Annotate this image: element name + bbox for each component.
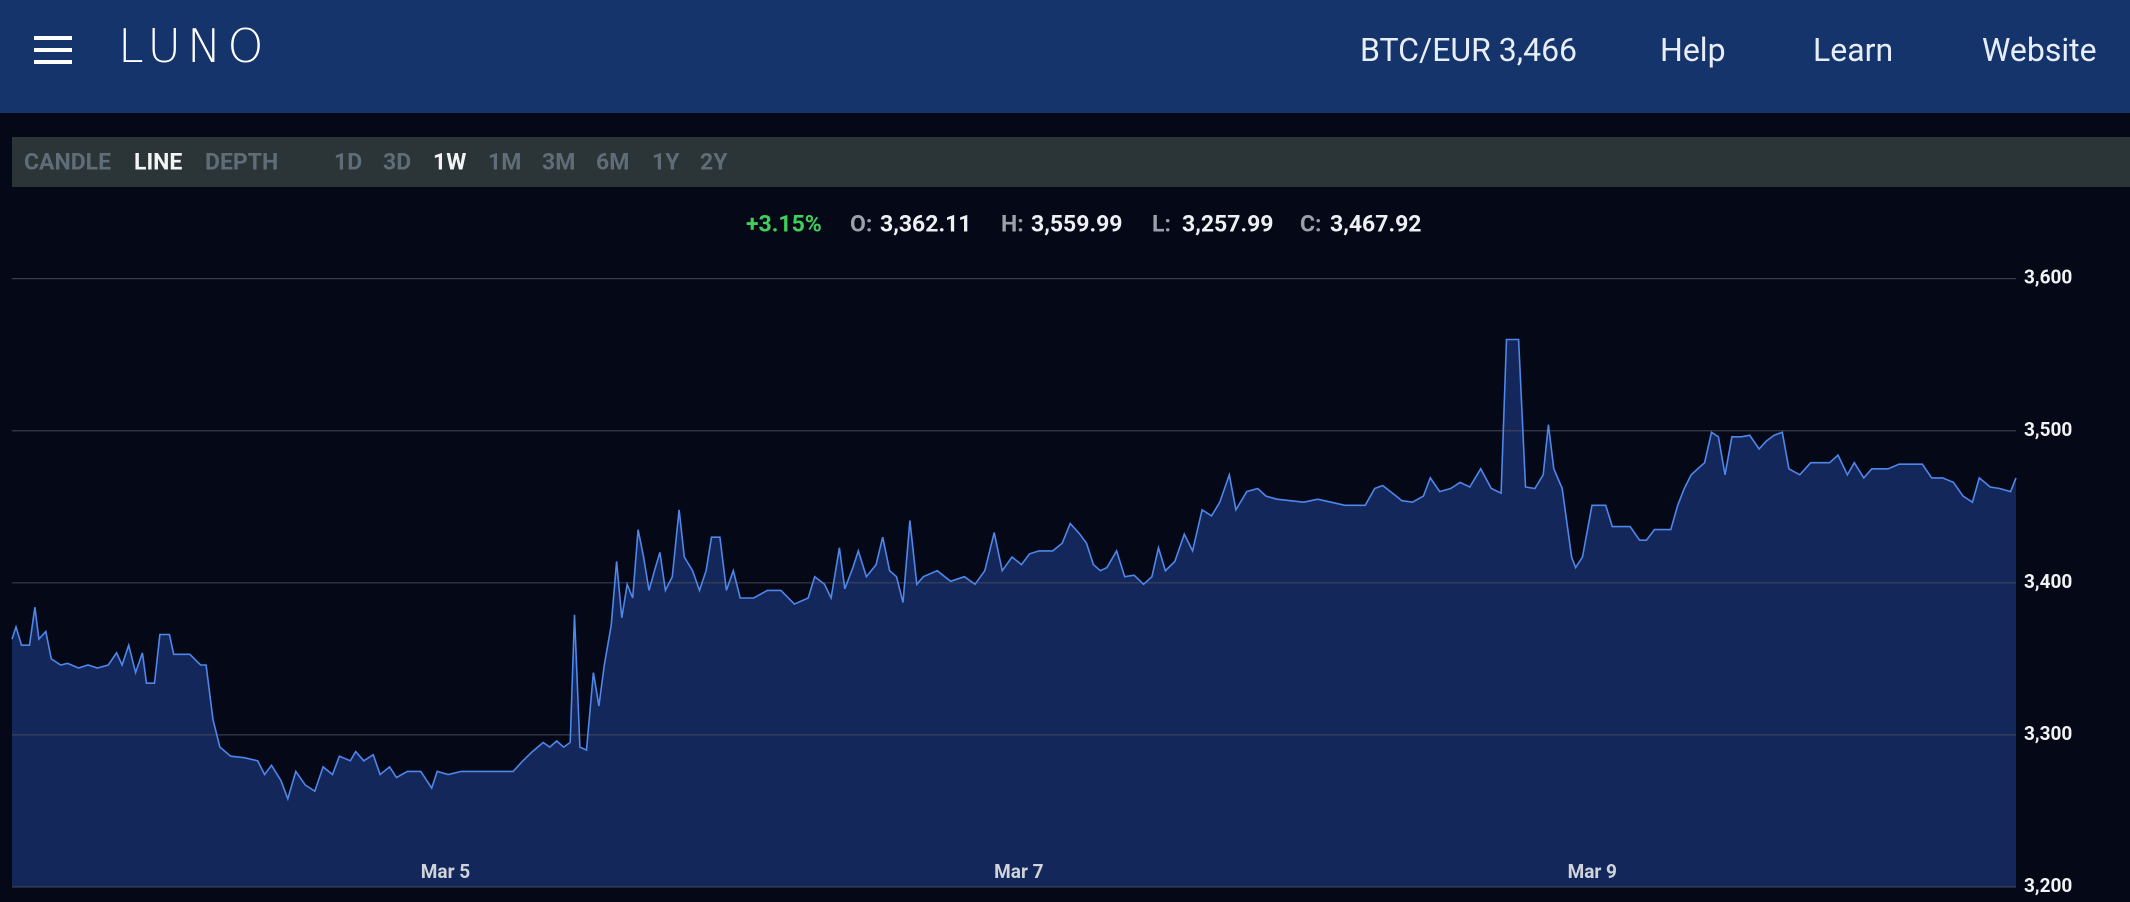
stat-value: 3,467.92 (1330, 210, 1422, 238)
stat-value: 3,362.11 (880, 210, 972, 238)
range-button[interactable]: 3D (383, 148, 412, 176)
range-button[interactable]: 6M (596, 148, 630, 176)
price-line (11, 338, 2017, 802)
y-tick-label: 3,400 (2024, 570, 2072, 593)
range-button[interactable]: 2Y (700, 148, 728, 176)
y-tick-label: 3,300 (2024, 722, 2072, 745)
range-button[interactable]: 1D (334, 148, 363, 176)
range-button[interactable]: 3M (542, 148, 576, 176)
range-button[interactable]: 1M (488, 148, 522, 176)
x-tick-label: Mar 9 (1568, 860, 1617, 883)
chart-type-button[interactable]: DEPTH (205, 148, 279, 176)
stat-label: C: (1300, 210, 1322, 238)
y-tick-label: 3,200 (2024, 874, 2072, 897)
stat-label: L: (1152, 210, 1171, 238)
range-button[interactable]: 1Y (652, 148, 680, 176)
x-tick-label: Mar 7 (994, 860, 1043, 883)
toolbar: CANDLE LINE DEPTH 1D 3D 1W 1M 3M 6M 1Y 2… (12, 137, 2130, 187)
price-change: +3.15% (746, 210, 822, 238)
header: LUNO BTC/EUR 3,466 Help Learn Website (0, 0, 2130, 113)
y-tick-label: 3,600 (2024, 266, 2072, 289)
stat-value: 3,559.99 (1031, 210, 1123, 238)
stat-label: O: (850, 210, 873, 238)
price-area (12, 339, 2016, 887)
y-tick-label: 3,500 (2024, 418, 2072, 441)
nav-link[interactable]: Website (1982, 31, 2097, 69)
chart-type-button[interactable]: CANDLE (24, 148, 112, 176)
chart-type-button[interactable]: LINE (134, 148, 183, 176)
nav-link[interactable]: Help (1660, 31, 1726, 69)
logo[interactable]: LUNO (118, 19, 270, 73)
stat-value: 3,257.99 (1182, 210, 1274, 238)
stat-label: H: (1001, 210, 1024, 238)
nav-link[interactable]: Learn (1813, 31, 1894, 69)
price-ticker[interactable]: BTC/EUR 3,466 (1360, 31, 1578, 69)
x-tick-label: Mar 5 (421, 860, 470, 883)
range-button[interactable]: 1W (433, 148, 467, 176)
menu-button[interactable] (34, 36, 72, 64)
